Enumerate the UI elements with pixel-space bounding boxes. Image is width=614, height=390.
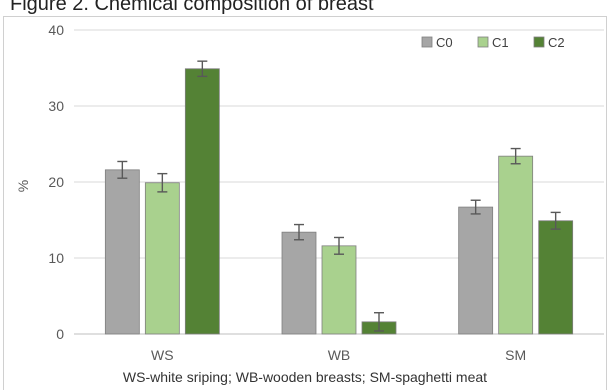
y-tick-label: 0 bbox=[56, 326, 64, 342]
footnote: WS-white sriping; WB-wooden breasts; SM-… bbox=[123, 369, 487, 385]
legend-label-c1: C1 bbox=[492, 35, 509, 50]
bar-c0-ws bbox=[104, 169, 140, 335]
chart-frame bbox=[3, 16, 607, 390]
legend-label-c0: C0 bbox=[436, 35, 453, 50]
bar-c0-sm bbox=[458, 206, 494, 335]
x-tick-label: WS bbox=[151, 347, 174, 363]
legend-swatch-c2 bbox=[533, 36, 545, 48]
legend-label-c2: C2 bbox=[548, 35, 565, 50]
figure-title: Figure 2. Chemical composition of breast bbox=[10, 0, 374, 15]
x-tick-label: WB bbox=[328, 347, 351, 363]
bar-c2-sm bbox=[538, 220, 574, 335]
y-tick-label: 30 bbox=[48, 98, 64, 114]
y-tick-label: 20 bbox=[48, 174, 64, 190]
y-tick-label: 10 bbox=[48, 250, 64, 266]
bar-c0-wb bbox=[281, 231, 317, 335]
y-tick-label: 40 bbox=[48, 22, 64, 38]
legend-swatch-c1 bbox=[477, 36, 489, 48]
legend-swatch-c0 bbox=[421, 36, 433, 48]
bar-c1-sm bbox=[498, 155, 534, 335]
bar-c1-ws bbox=[144, 182, 180, 335]
x-tick-label: SM bbox=[505, 347, 526, 363]
bar-c2-ws bbox=[184, 68, 220, 335]
y-axis-label: % bbox=[15, 180, 31, 192]
bar-c1-wb bbox=[321, 245, 357, 335]
